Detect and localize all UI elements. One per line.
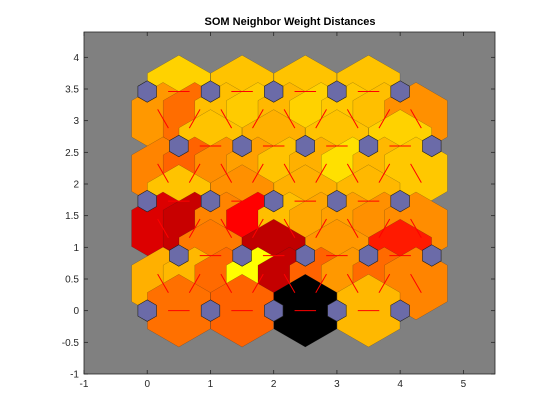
neuron-marker: [200, 80, 221, 103]
neuron-marker: [358, 244, 379, 267]
connector-line: [410, 109, 422, 129]
connector-line: [157, 109, 169, 129]
x-tick-label: 0: [144, 379, 150, 390]
neuron-marker: [232, 244, 252, 267]
connector-line: [188, 163, 201, 183]
connector-lines: [157, 91, 422, 312]
connector-line: [252, 109, 264, 129]
neuron-marker: [422, 134, 442, 158]
y-tick-label: 2: [73, 180, 79, 191]
connector-line: [346, 109, 359, 129]
neuron-marker: [200, 299, 221, 322]
y-tick-label: 0: [73, 306, 79, 317]
connector-line: [220, 109, 233, 129]
connector-line: [378, 273, 391, 294]
neuron-marker: [327, 299, 347, 322]
connector-line: [283, 218, 296, 238]
y-tick-label: 1.5: [65, 211, 79, 222]
connector-line: [220, 163, 233, 183]
axis-ticks: -1 0 1 2 3 4 5 -1 -0.5 0 0.5 1 1.5 2 2.5 3 3.5 4: [62, 32, 495, 390]
neuron-marker: [232, 134, 252, 158]
connector-line: [346, 163, 359, 183]
neuron-marker: [264, 189, 284, 213]
y-tick-label: 4: [73, 53, 79, 64]
connector-line: [283, 163, 296, 183]
y-tick-label: 0.5: [65, 275, 79, 286]
connector-line: [188, 218, 201, 238]
connector-line: [220, 273, 233, 294]
axes-frame: [83, 31, 496, 375]
connector-line: [252, 273, 264, 294]
neuron-marker: [200, 189, 221, 213]
chart-title: SOM Neighbor Weight Distances: [205, 16, 376, 28]
connector-line: [283, 109, 296, 129]
connector-line: [346, 218, 359, 238]
neuron-marker: [390, 80, 410, 103]
connector-line: [315, 273, 327, 294]
connector-line: [410, 273, 422, 294]
neuron-marker: [264, 299, 284, 322]
connector-line: [220, 218, 233, 238]
y-tick-label: 2.5: [65, 148, 79, 159]
neuron-markers: [137, 80, 442, 322]
neuron-marker: [264, 80, 284, 103]
connector-line: [157, 273, 169, 294]
neuron-marker: [169, 134, 189, 158]
y-tick-label: 3: [73, 116, 79, 127]
x-tick-label: 5: [461, 379, 467, 390]
connector-line: [378, 109, 391, 129]
y-tick-label: 3.5: [65, 85, 79, 96]
x-tick-label: 2: [271, 379, 277, 390]
connector-line: [315, 109, 327, 129]
connector-line: [283, 273, 296, 294]
connector-line: [315, 163, 327, 183]
neuron-marker: [327, 189, 347, 213]
x-tick-label: 3: [334, 379, 340, 390]
connector-line: [410, 163, 422, 183]
neuron-marker: [327, 80, 347, 103]
neuron-marker: [358, 134, 379, 158]
neuron-marker: [137, 189, 157, 213]
neuron-marker: [390, 189, 410, 213]
connector-line: [188, 109, 201, 129]
y-tick-label: -1: [70, 370, 79, 381]
connector-line: [410, 218, 422, 238]
x-tick-label: 4: [397, 379, 403, 390]
connector-line: [188, 273, 201, 294]
connector-line: [378, 218, 391, 238]
neuron-marker: [137, 299, 157, 322]
x-tick-label: -1: [80, 379, 89, 390]
connector-line: [157, 218, 169, 238]
y-tick-label: 1: [73, 243, 79, 254]
neuron-marker: [137, 80, 157, 103]
connector-line: [252, 218, 264, 238]
neuron-marker: [295, 244, 315, 267]
connector-line: [378, 163, 391, 183]
neuron-marker: [295, 134, 315, 158]
x-tick-label: 1: [208, 379, 214, 390]
y-tick-label: -0.5: [62, 338, 80, 349]
neuron-marker: [422, 244, 442, 267]
connector-line: [157, 163, 169, 183]
neuron-marker: [169, 244, 189, 267]
connector-line: [252, 163, 264, 183]
neuron-marker: [390, 299, 410, 322]
connector-line: [315, 218, 327, 238]
connector-line: [346, 273, 359, 294]
